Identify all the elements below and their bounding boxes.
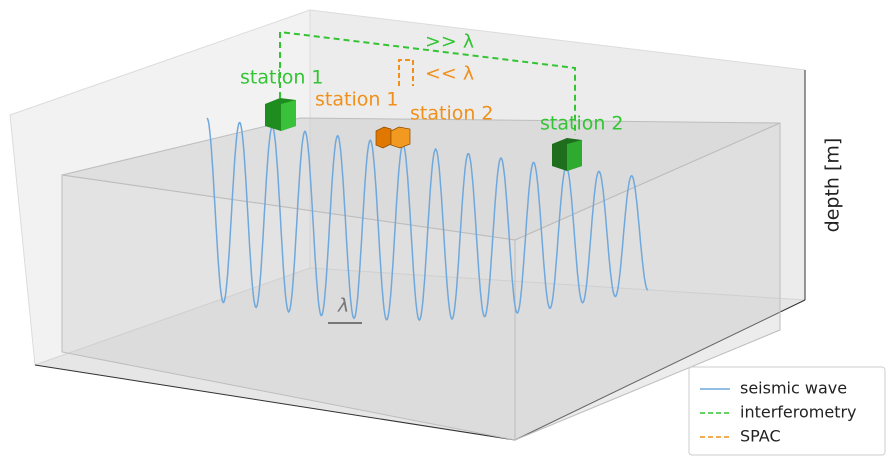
diagram: station 1 station 2 >> λ station 1 stati… (0, 0, 889, 459)
station-label: station 1 (240, 67, 324, 89)
legend-label: interferometry (740, 403, 857, 422)
station-label: station 2 (410, 103, 494, 125)
legend-label: SPAC (740, 427, 781, 446)
axis-label: depth [m] (822, 138, 844, 233)
orange-station (376, 127, 410, 148)
station-label: station 2 (540, 113, 624, 135)
wavelength-label: λ (337, 295, 349, 317)
legend-label: seismic wave (740, 379, 847, 398)
station-label: station 1 (315, 89, 399, 111)
separation-label: >> λ (425, 31, 474, 53)
separation-label: << λ (425, 63, 474, 85)
